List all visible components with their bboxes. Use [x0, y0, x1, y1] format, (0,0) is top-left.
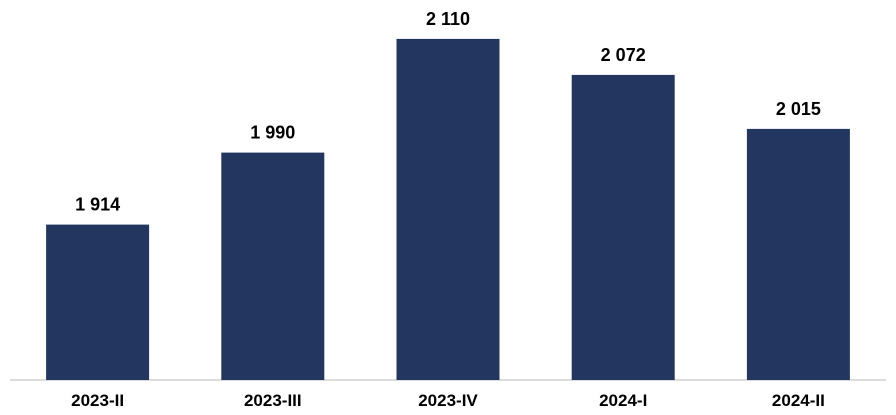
x-tick-label-2023-III: 2023-III — [244, 391, 302, 410]
value-label-2024-I: 2 072 — [601, 45, 646, 65]
bar-2024-II — [746, 128, 850, 380]
value-label-2023-IV: 2 110 — [426, 9, 470, 29]
x-tick-label-2024-II: 2024-II — [772, 391, 825, 410]
bar-2024-I — [571, 74, 675, 381]
bar-2023-II — [46, 224, 150, 380]
value-label-2024-II: 2 015 — [776, 99, 821, 119]
x-tick-label-2023-II: 2023-II — [71, 391, 124, 410]
bar-2023-IV — [396, 38, 500, 381]
x-tick-label-2023-IV: 2023-IV — [418, 391, 478, 410]
value-label-2023-III: 1 990 — [250, 123, 295, 143]
value-label-2023-II: 1 914 — [75, 195, 120, 215]
bar-2023-III — [221, 152, 325, 380]
x-tick-label-2024-I: 2024-I — [599, 391, 647, 410]
